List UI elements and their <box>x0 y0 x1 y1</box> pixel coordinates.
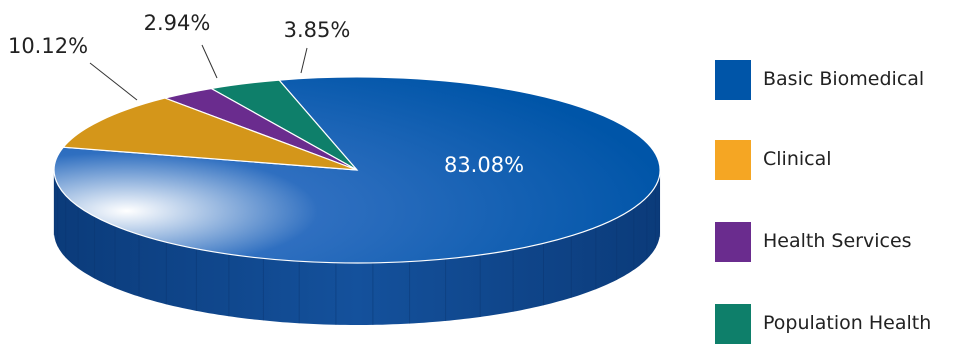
leader-line <box>300 47 308 74</box>
legend-swatch <box>715 140 751 180</box>
legend-item-clinical: Clinical <box>715 140 979 180</box>
legend-swatch <box>715 222 751 262</box>
legend-swatch <box>715 60 751 100</box>
data-label-clinical: 10.12% <box>8 34 88 58</box>
legend: Basic Biomedical Clinical Health Service… <box>715 60 979 344</box>
pie-side <box>53 170 661 325</box>
data-label-population-health: 3.85% <box>284 18 351 42</box>
legend-item-health-services: Health Services <box>715 222 979 262</box>
legend-label: Clinical <box>763 148 832 170</box>
leader-line <box>201 44 218 79</box>
leader-line <box>89 62 138 101</box>
pie-labels: 83.08% 3.85% 2.94% 10.12% <box>8 11 524 177</box>
pie-side-basic-biomedical <box>54 170 660 325</box>
legend-swatch <box>715 304 751 344</box>
pie-top <box>53 76 661 264</box>
pie-chart-svg: 83.08% 3.85% 2.94% 10.12% <box>8 11 661 325</box>
pie-slice-clinical <box>62 97 358 171</box>
data-label-basic-biomedical: 83.08% <box>444 153 524 177</box>
legend-label: Population Health <box>763 312 932 334</box>
legend-label: Basic Biomedical <box>763 68 925 90</box>
data-label-health-services: 2.94% <box>144 11 211 35</box>
legend-label: Health Services <box>763 230 912 252</box>
legend-item-basic-biomedical: Basic Biomedical <box>715 60 979 100</box>
pie-chart: 83.08% 3.85% 2.94% 10.12% Basic Biomedical … <box>8 11 979 344</box>
legend-item-population-health: Population Health <box>715 304 979 344</box>
